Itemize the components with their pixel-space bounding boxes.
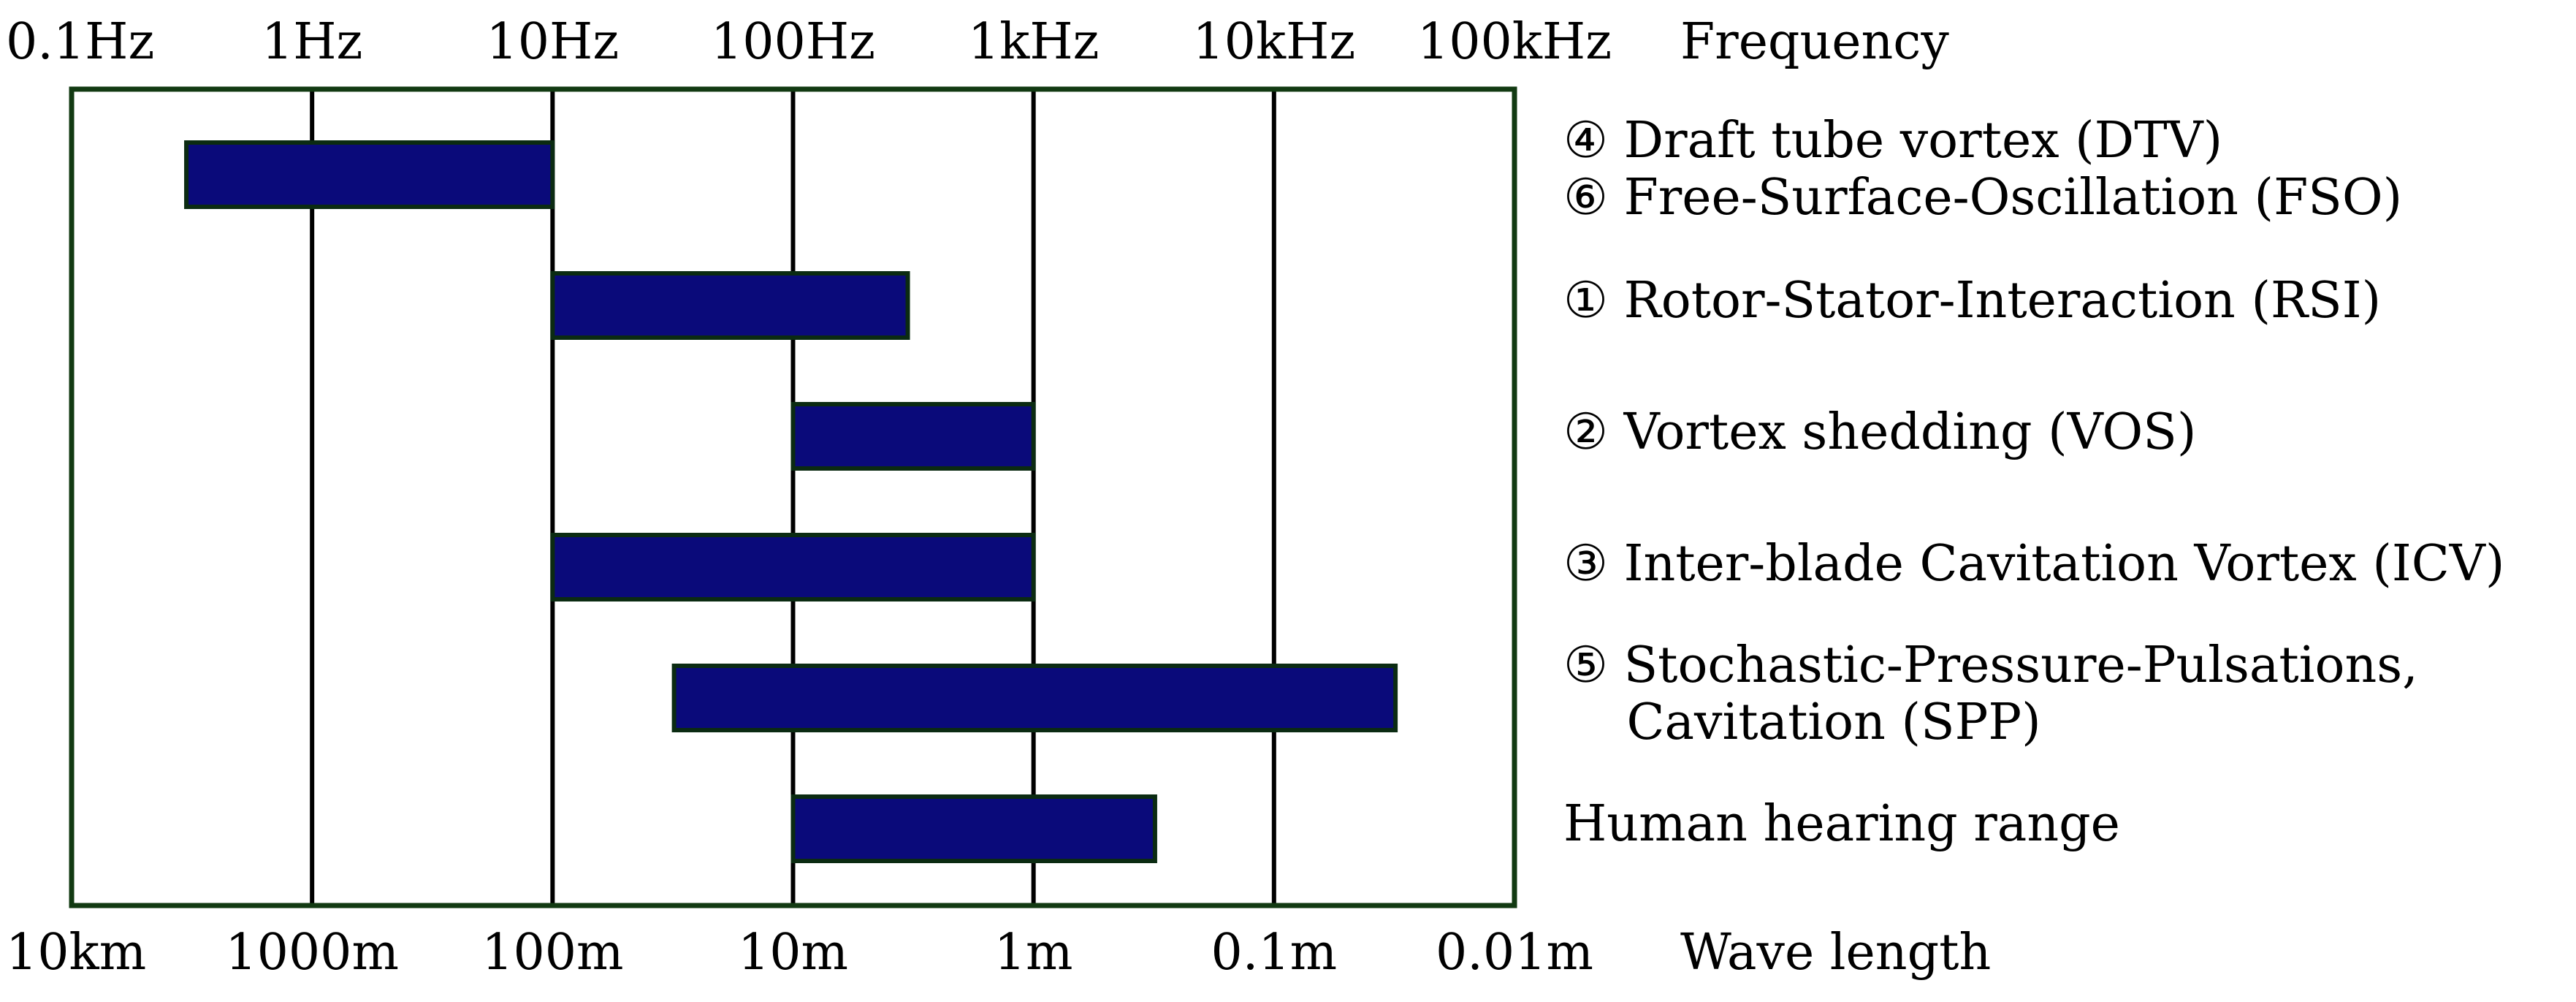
category-label: Human hearing range xyxy=(1563,795,2120,853)
wavelength-tick-label: 10km xyxy=(6,924,146,982)
frequency-tick-label: 10kHz xyxy=(1192,13,1355,71)
wavelength-tick-label: 10m xyxy=(738,924,848,982)
frequency-tick-label: 100Hz xyxy=(711,13,875,71)
range-bar xyxy=(671,664,1398,732)
wavelength-axis-title: Wave length xyxy=(1680,924,1991,982)
category-label: ⑥ Free-Surface-Oscillation (FSO) xyxy=(1563,169,2402,227)
wavelength-tick-label: 0.01m xyxy=(1436,924,1593,982)
frequency-tick-label: 0.1Hz xyxy=(6,13,154,71)
range-bar xyxy=(790,794,1157,863)
plot-frame xyxy=(69,86,1517,908)
frequency-axis: Frequency 0.1Hz 1Hz 10Hz 100Hz 1kHz 10kHz 100k… xyxy=(6,13,1949,71)
frequency-tick-label: 1Hz xyxy=(262,13,362,71)
category-label: ③ Inter-blade Cavitation Vortex (ICV) xyxy=(1563,535,2504,593)
frequency-tick-label: 10Hz xyxy=(487,13,620,71)
wavelength-tick-label: 0.1m xyxy=(1211,924,1338,982)
wavelength-tick-label: 100m xyxy=(481,924,623,982)
category-labels: ④ Draft tube vortex (DTV)⑥ Free-Surface-… xyxy=(1563,112,2504,853)
frequency-tick-label: 100kHz xyxy=(1417,13,1612,71)
category-label: ④ Draft tube vortex (DTV) xyxy=(1563,112,2222,170)
category-label: ① Rotor-Stator-Interaction (RSI) xyxy=(1563,272,2381,330)
frequency-tick-label: 1kHz xyxy=(968,13,1100,71)
range-bar xyxy=(184,140,555,209)
grid-lines xyxy=(310,89,1276,906)
frequency-axis-title: Frequency xyxy=(1680,13,1949,71)
wavelength-tick-label: 1m xyxy=(994,924,1073,982)
range-bar xyxy=(790,402,1036,471)
wavelength-tick-label: 1000m xyxy=(225,924,399,982)
range-bar xyxy=(550,533,1036,601)
range-bar xyxy=(550,271,910,340)
range-bars xyxy=(184,140,1398,863)
wavelength-axis: Wave length 10km 1000m 100m 10m 1m 0.1m 0.01m xyxy=(6,924,1991,982)
category-label: Cavitation (SPP) xyxy=(1563,694,2041,751)
category-label: ② Vortex shedding (VOS) xyxy=(1563,403,2196,461)
category-label: ⑤ Stochastic-Pressure-Pulsations, xyxy=(1563,637,2418,694)
